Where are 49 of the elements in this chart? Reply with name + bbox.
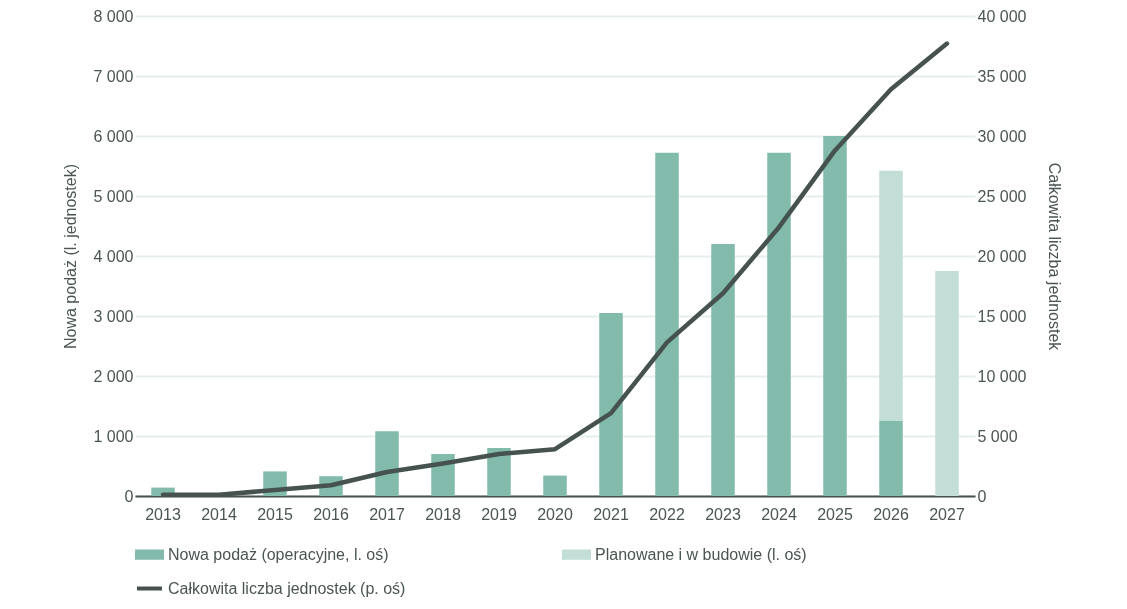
y-tick-label: 5 000 (93, 187, 134, 205)
x-tick-label: 2024 (761, 505, 797, 523)
y-tick-label: 6 000 (93, 127, 134, 145)
y2-tick-label: 10 000 (977, 367, 1027, 385)
y2-tick-label: 30 000 (977, 127, 1027, 145)
y-tick-label: 8 000 (93, 7, 134, 25)
y2-tick-label: 25 000 (977, 187, 1027, 205)
bar (823, 136, 847, 496)
y2-tick-label: 5 000 (977, 427, 1018, 445)
x-tick-label: 2013 (145, 505, 181, 523)
bar (655, 152, 679, 496)
x-tick-label: 2019 (481, 505, 517, 523)
y2-tick-label: 35 000 (977, 67, 1027, 85)
bar (879, 170, 903, 421)
y2-tick-label: 15 000 (977, 307, 1027, 325)
bar (767, 152, 791, 496)
bar (375, 431, 399, 496)
bar (879, 420, 903, 496)
y-tick-label: 1 000 (93, 427, 134, 445)
y-tick-label: 2 000 (93, 367, 134, 385)
y-tick-label: 4 000 (93, 247, 134, 265)
x-tick-label: 2026 (873, 505, 909, 523)
bar (543, 475, 567, 496)
y2-tick-label: 20 000 (977, 247, 1027, 265)
legend-label: Całkowita liczba jednostek (p. oś) (168, 579, 406, 597)
x-tick-label: 2018 (425, 505, 461, 523)
x-tick-label: 2023 (705, 505, 741, 523)
y2-tick-label: 0 (977, 487, 987, 505)
legend-label: Planowane i w budowie (l. oś) (595, 545, 807, 563)
x-tick-label: 2015 (257, 505, 293, 523)
bar (935, 271, 959, 496)
y-tick-label: 7 000 (93, 67, 134, 85)
bar (431, 454, 455, 496)
y2-tick-label: 40 000 (977, 7, 1027, 25)
y-tick-label: 3 000 (93, 307, 134, 325)
x-tick-label: 2016 (313, 505, 349, 523)
y-tick-label: 0 (124, 487, 134, 505)
x-tick-label: 2017 (369, 505, 405, 523)
y-axis-title: Nowa podaż (l. jednostek) (62, 164, 80, 349)
bar (599, 313, 623, 496)
x-tick-label: 2014 (201, 505, 237, 523)
x-tick-label: 2025 (817, 505, 853, 523)
legend-label: Nowa podaż (operacyjne, l. oś) (168, 545, 389, 563)
x-tick-label: 2021 (593, 505, 629, 523)
x-tick-label: 2022 (649, 505, 685, 523)
x-tick-label: 2027 (929, 505, 965, 523)
x-tick-label: 2020 (537, 505, 573, 523)
bar (711, 244, 735, 496)
y2-axis-title: Całkowita liczba jednostek (1046, 162, 1064, 352)
